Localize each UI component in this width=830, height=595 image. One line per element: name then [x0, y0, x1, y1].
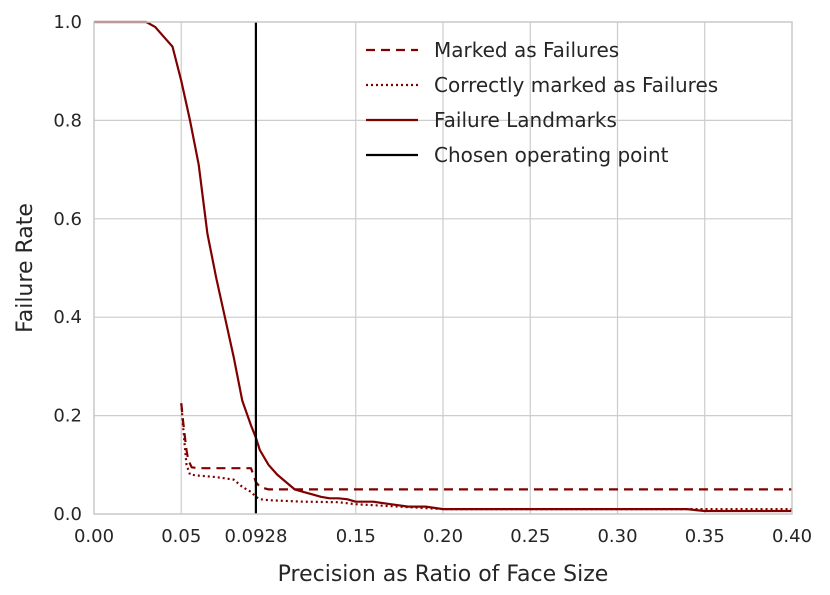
legend-label-marked-as-failures: Marked as Failures [434, 38, 619, 62]
y-axis-title: Failure Rate [13, 203, 38, 333]
y-tick-labels: 0.0 0.2 0.4 0.6 0.8 1.0 [53, 12, 82, 525]
x-axis-title: Precision as Ratio of Face Size [278, 562, 609, 587]
y-tick-label: 0.6 [53, 209, 82, 230]
legend-label-failure-landmarks: Failure Landmarks [434, 108, 617, 132]
series-layer [94, 20, 792, 514]
y-tick-label: 0.2 [53, 406, 82, 427]
y-tick-label: 1.0 [53, 12, 82, 33]
x-tick-label: 0.00 [74, 526, 114, 547]
x-tick-label: 0.15 [336, 526, 376, 547]
legend-label-chosen-operating-point: Chosen operating point [434, 143, 669, 167]
y-tick-label: 0.8 [53, 110, 82, 131]
series-line-failure-landmarks [94, 20, 792, 513]
x-tick-label: 0.05 [161, 526, 201, 547]
x-tick-label: 0.20 [423, 526, 463, 547]
legend: Marked as Failures Correctly marked as Fa… [366, 38, 718, 167]
legend-label-correctly-marked-as-failures: Correctly marked as Failures [434, 73, 718, 97]
x-tick-labels: 0.00 0.05 0.0928 0.15 0.20 0.25 0.30 0.35 0.40 [74, 526, 812, 547]
x-tick-label: 0.35 [685, 526, 725, 547]
y-tick-label: 0.4 [53, 307, 82, 328]
y-tick-label: 0.0 [53, 504, 82, 525]
x-tick-label: 0.40 [772, 526, 812, 547]
x-tick-label: 0.0928 [224, 526, 287, 547]
x-tick-label: 0.30 [597, 526, 637, 547]
x-tick-label: 0.25 [510, 526, 550, 547]
plot-frame [93, 21, 793, 515]
